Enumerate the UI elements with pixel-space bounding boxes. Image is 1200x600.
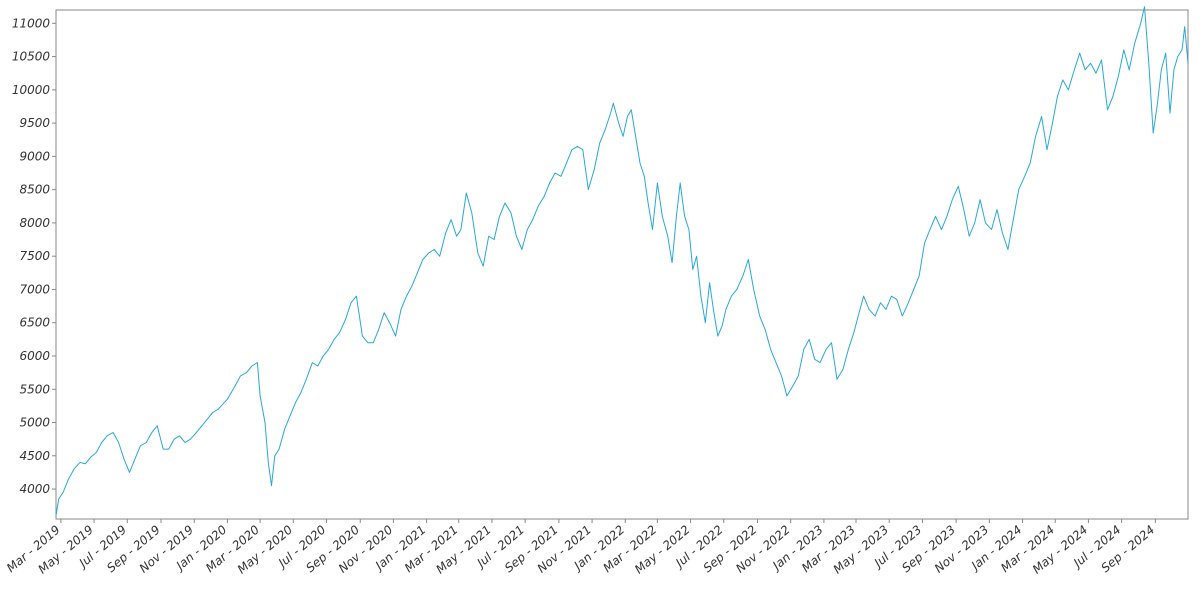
y-tick-label: 5500 bbox=[19, 382, 50, 396]
y-tick-label: 6500 bbox=[19, 316, 50, 330]
y-tick-label: 4500 bbox=[19, 449, 50, 463]
y-axis: 4000 4500 5000 5500 6000 6500 7000 7500 8000 8500… bbox=[12, 16, 56, 496]
y-tick-label: 7000 bbox=[19, 282, 50, 296]
y-tick-label: 9500 bbox=[19, 116, 50, 130]
series-line bbox=[55, 6, 1189, 516]
y-tick-label: 4000 bbox=[19, 482, 50, 496]
y-tick-label: 11000 bbox=[12, 16, 51, 30]
y-tick-label: 6000 bbox=[19, 349, 50, 363]
y-tick-label: 10000 bbox=[12, 83, 51, 97]
y-tick-label: 7500 bbox=[19, 249, 50, 263]
y-tick-label: 8500 bbox=[19, 183, 50, 197]
plot-frame bbox=[55, 9, 1189, 520]
y-tick-label: 9000 bbox=[19, 149, 50, 163]
y-tick-label: 10500 bbox=[12, 50, 51, 64]
y-tick-label: 8000 bbox=[19, 216, 50, 230]
y-tick-label: 5000 bbox=[19, 416, 50, 430]
series-layer bbox=[55, 6, 1189, 516]
